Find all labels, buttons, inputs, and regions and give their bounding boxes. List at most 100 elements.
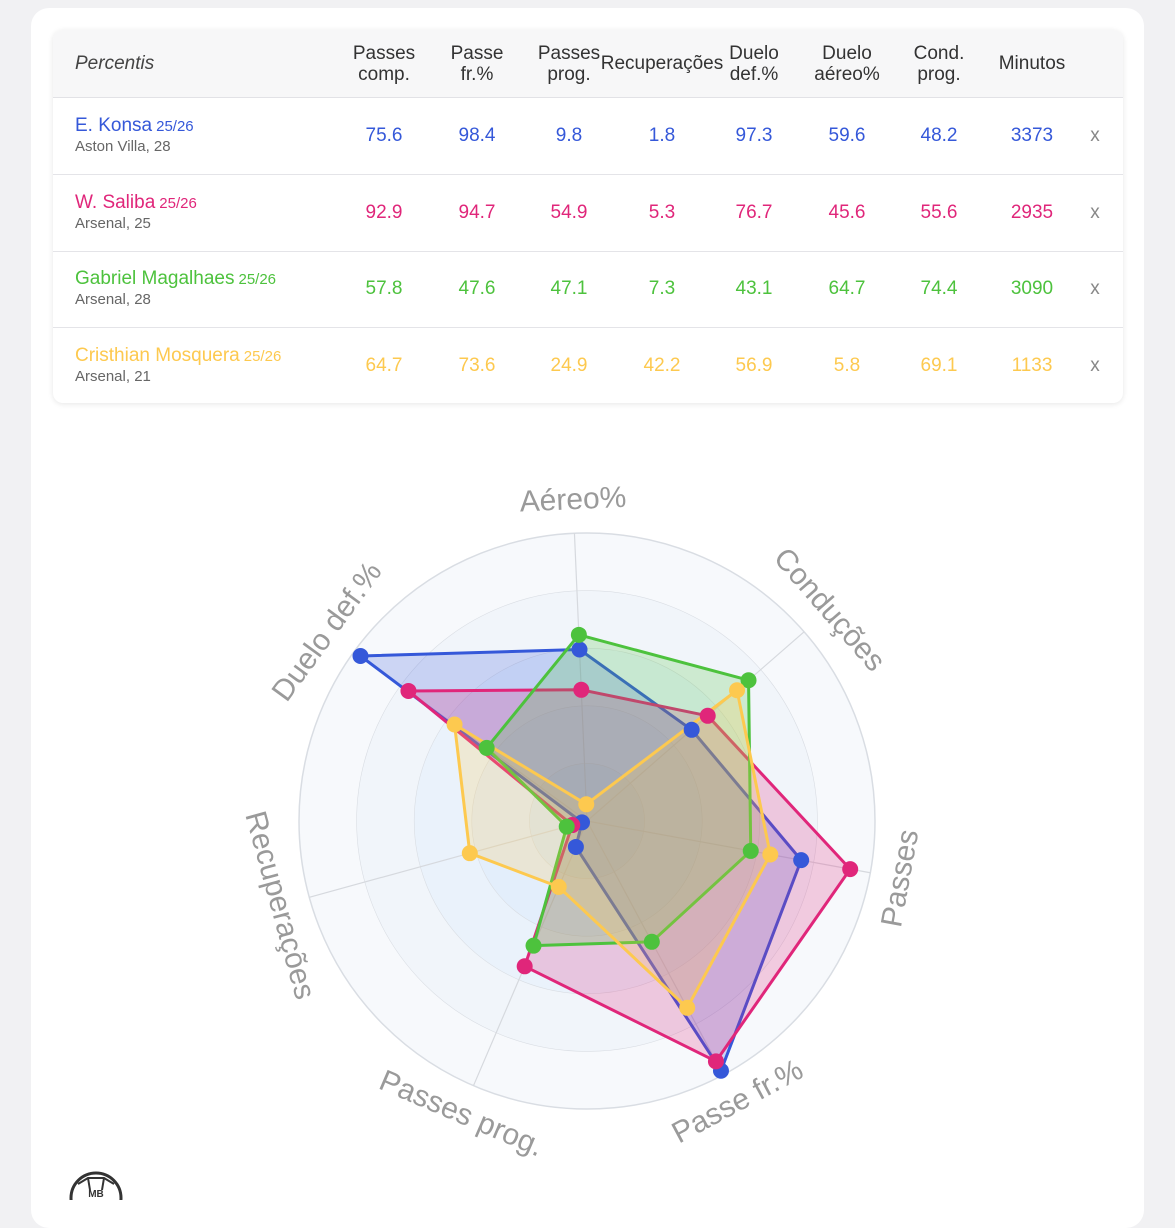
table-row: W. Saliba 25/26 Arsenal, 25 92.9 94.7 54.9 5.3…: [53, 175, 1123, 252]
table-cell: 92.9: [365, 201, 403, 223]
football-logo-icon: MB: [69, 1171, 123, 1200]
table-row: Cristhian Mosquera 25/26 Arsenal, 21 64.7 73…: [53, 328, 1123, 404]
radar-point: [400, 682, 417, 699]
radar-point: [461, 845, 478, 862]
table-cell: 3373: [1010, 125, 1054, 146]
table-cell: 73.6: [458, 354, 496, 376]
percentile-table: Percentis Passes comp. Passe fr.% Passes p…: [53, 30, 1123, 403]
remove-player-button[interactable]: x: [1090, 125, 1100, 146]
player-team: Arsenal, 21: [75, 367, 151, 385]
table-cell: 2935: [1010, 201, 1054, 223]
remove-player-button[interactable]: x: [1090, 278, 1100, 299]
radar-series-area: [485, 633, 753, 948]
table-cell: 1133: [1011, 354, 1053, 376]
table-cell: 48.2: [920, 125, 958, 146]
radar-spoke: [573, 533, 588, 822]
table-cell: 59.6: [828, 125, 866, 146]
axis-label: Aéreo%: [519, 481, 627, 519]
column-header[interactable]: Minutos: [998, 53, 1066, 74]
table-cell: 98.4: [458, 125, 496, 146]
table-cell: 69.1: [920, 354, 958, 376]
table-cell: 43.1: [735, 278, 773, 299]
radar-point: [516, 958, 533, 975]
remove-player-button[interactable]: x: [1090, 201, 1100, 223]
player-name[interactable]: Cristhian Mosquera 25/26: [75, 345, 281, 367]
column-header[interactable]: Recuperações: [600, 53, 724, 74]
player-name[interactable]: Gabriel Magalhaes 25/26: [75, 268, 276, 290]
corner-label: Percentis: [75, 53, 155, 74]
player-name-text: E. Konsa: [75, 115, 153, 136]
table-cell: 3090: [1010, 278, 1054, 299]
radar-series-area: [453, 688, 772, 1010]
player-season: 25/26: [159, 194, 197, 212]
table-cell: 56.9: [735, 354, 773, 376]
table-cell: 5.8: [833, 354, 861, 376]
player-name-text: Cristhian Mosquera: [75, 344, 240, 366]
radar-point: [578, 796, 595, 813]
radar-point: [571, 641, 588, 658]
player-name[interactable]: W. Saliba 25/26: [75, 192, 197, 214]
table-cell: 5.3: [648, 201, 676, 223]
radar-series-area: [358, 648, 803, 1073]
radar-point: [446, 716, 463, 733]
table-cell: 76.7: [735, 201, 773, 223]
radar-point: [352, 648, 369, 665]
table-cell: 57.8: [365, 278, 403, 299]
table-cell: 64.7: [365, 354, 403, 376]
radar-point: [573, 681, 590, 698]
radar-point: [707, 1053, 724, 1070]
player-name[interactable]: E. Konsa 25/26: [75, 115, 194, 137]
column-header[interactable]: Duelo aéreo%: [814, 42, 880, 85]
table-cell: 42.2: [643, 354, 681, 376]
table-row: E. Konsa 25/26 Aston Villa, 28 75.6 98.4 9.8 1…: [53, 98, 1123, 175]
table-cell: 97.3: [735, 125, 773, 146]
table-cell: 64.7: [828, 278, 866, 299]
radar-series-area: [406, 688, 852, 1063]
player-team: Aston Villa, 28: [75, 138, 171, 155]
player-team: Arsenal, 25: [75, 214, 151, 232]
radar-point: [683, 721, 700, 738]
table-cell: 9.8: [555, 125, 583, 146]
table-cell: 55.6: [920, 201, 958, 223]
radar-point: [567, 838, 584, 855]
table-cell: 7.3: [648, 278, 676, 299]
radar-point: [842, 861, 859, 878]
table-cell: 45.6: [828, 201, 866, 223]
radar-point: [570, 626, 587, 643]
column-header[interactable]: Passes comp.: [352, 42, 416, 85]
axis-label: Passes: [875, 827, 925, 930]
table-cell: 74.4: [920, 278, 958, 299]
player-team: Arsenal, 28: [75, 291, 151, 308]
radar-point: [742, 842, 759, 859]
logo-text: MB: [88, 1189, 104, 1200]
radar-spoke: [309, 820, 588, 898]
table-row: Gabriel Magalhaes 25/26 Arsenal, 28 57.8 47.…: [53, 251, 1123, 328]
column-header[interactable]: Passe fr.%: [450, 42, 504, 85]
radar-spoke: [586, 820, 871, 874]
table-cell: 94.7: [458, 201, 496, 223]
radar-point: [525, 937, 542, 954]
radar-point: [762, 846, 779, 863]
radar-point: [699, 707, 716, 724]
radar-point: [550, 878, 567, 895]
player-name-text: Gabriel Magalhaes: [75, 268, 235, 289]
radar-point: [729, 682, 746, 699]
radar-point: [679, 999, 696, 1016]
table-cell: 1.8: [648, 125, 676, 146]
radar-point: [793, 852, 810, 869]
player-name-text: W. Saliba: [75, 191, 156, 213]
column-header[interactable]: Cond. prog.: [913, 42, 965, 85]
table-cell: 54.9: [550, 201, 588, 223]
column-header[interactable]: Duelo def.%: [729, 42, 779, 85]
player-season: 25/26: [243, 347, 282, 365]
table-cell: 75.6: [365, 125, 403, 146]
radar-point: [740, 672, 757, 689]
table-cell: 47.6: [458, 278, 496, 299]
table-cell: 47.1: [550, 278, 588, 299]
remove-player-button[interactable]: x: [1090, 354, 1100, 376]
radar-point: [478, 739, 495, 756]
table-header: Percentis Passes comp. Passe fr.% Passes p…: [53, 30, 1123, 98]
radar-point: [643, 933, 660, 950]
column-header[interactable]: Passes prog.: [537, 42, 601, 85]
